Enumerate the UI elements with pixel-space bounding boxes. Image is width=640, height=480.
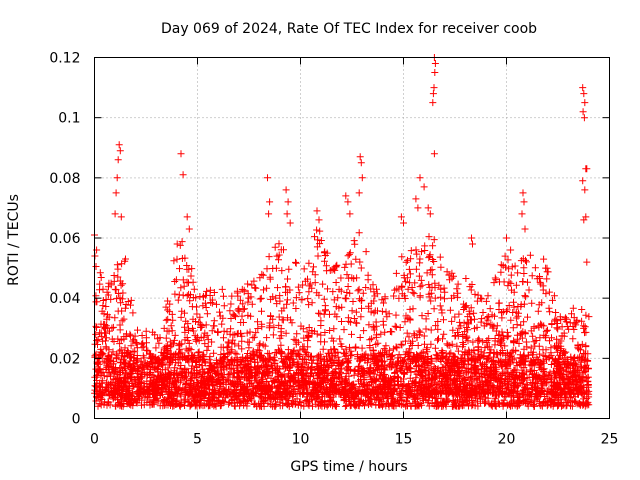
x-tick-label: 0 [90,432,99,448]
x-tick-label: 10 [292,432,310,448]
x-tick-labels: 0 5 10 15 20 25 [90,432,618,448]
y-tick-label: 0.1 [58,111,80,127]
y-tick-label: 0.04 [49,291,80,307]
y-tick-label: 0.02 [49,351,80,367]
y-tick-label: 0.12 [49,51,80,67]
y-tick-label: 0.06 [49,231,80,247]
x-tick-label: 5 [193,432,202,448]
roti-series [91,54,593,410]
y-tick-label: 0 [72,412,81,428]
x-tick-label: 25 [601,432,619,448]
axis-ticks [94,57,610,419]
y-axis-label: ROTI / TECUs [6,194,22,286]
y-tick-labels: 0 0.02 0.04 0.06 0.08 0.1 0.12 [49,51,80,428]
roti-markers [91,54,593,410]
chart-title: Day 069 of 2024, Rate Of TEC Index for r… [161,21,537,37]
y-tick-label: 0.08 [49,171,80,187]
x-axis-label: GPS time / hours [290,459,407,475]
x-tick-label: 20 [498,432,516,448]
x-tick-label: 15 [395,432,413,448]
